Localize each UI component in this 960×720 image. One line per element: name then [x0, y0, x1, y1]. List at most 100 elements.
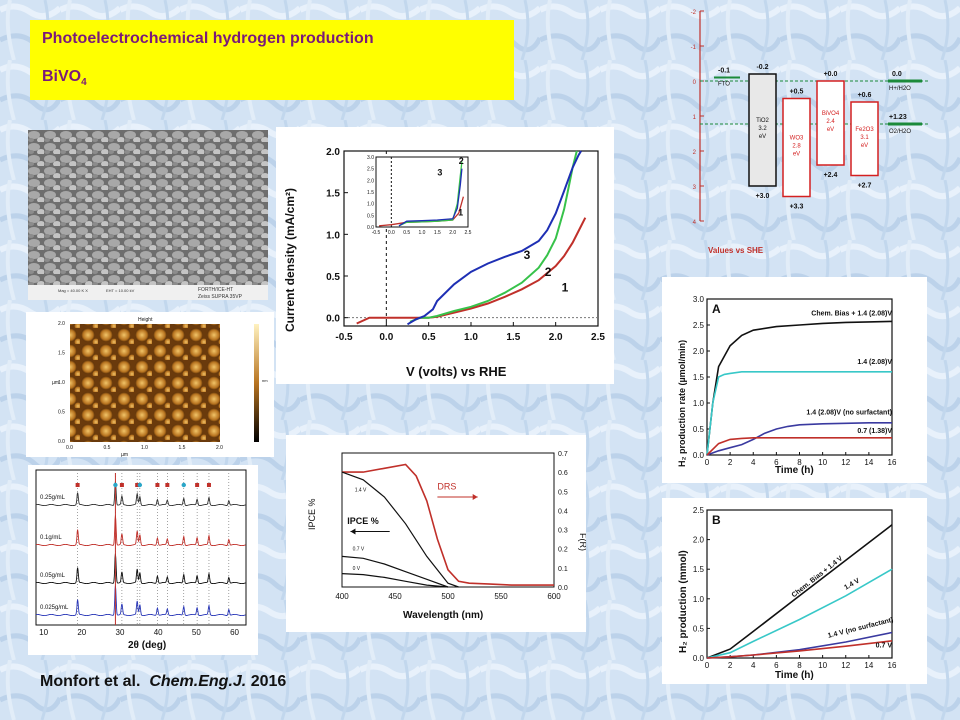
citation-year: 2016 — [250, 673, 287, 690]
slide-title: Photoelectrochemical hydrogen production — [42, 30, 374, 47]
iv-inset-label: 2 — [459, 156, 464, 166]
xrd-xtick: 10 — [39, 628, 48, 637]
band-xlabel: Values vs SHE — [708, 246, 764, 255]
band-vb-value: +2.4 — [824, 172, 838, 179]
h2rate-plot-series-3 — [706, 437, 892, 456]
band-her-name: H+/H2O — [889, 86, 911, 92]
h2rate-plot-series-label: 1.4 (2.08)V — [857, 359, 892, 366]
band-cb-value: +0.0 — [824, 71, 838, 78]
band-box-BiVO4 — [816, 80, 845, 166]
h2rate-plot-ytick-label: 2.0 — [693, 347, 705, 356]
h2rate-plot-ytick-label: 1.0 — [693, 399, 705, 408]
iv-inset-ytick: 2.5 — [367, 167, 374, 173]
xrd-series-label: 0.25g/mL — [40, 495, 66, 501]
h2total-plot-ytick-label: 1.0 — [693, 595, 705, 604]
h2total-plot-xtick-label: 6 — [774, 661, 779, 670]
band-cb-value: +0.6 — [858, 92, 872, 99]
h2rate-plot-xtick-label: 4 — [751, 458, 756, 467]
h2total-plot-series-label: 1.4 V (no surfactant) — [827, 617, 894, 640]
h2rate-plot-series-label: 1.4 (2.08)V (no surfactant) — [806, 409, 892, 416]
iv-inset-xtick: 2.5 — [465, 230, 472, 236]
band-ytick-label: 2 — [693, 150, 697, 156]
h2rate-plot-xtick-label: 10 — [818, 458, 827, 467]
afm-yunit: µm — [52, 380, 59, 386]
h2total-plot-ytick-label: 0.0 — [693, 654, 705, 663]
band-cb-value: -0.2 — [756, 64, 768, 71]
ipce-series-1.4V — [341, 471, 459, 588]
band-gap-unit: eV — [793, 152, 800, 158]
h2total-plot-xtick-label: 8 — [797, 661, 802, 670]
afm-xtick: 0.5 — [104, 445, 111, 451]
material-label: BiVO4 — [42, 68, 87, 88]
xrd-marker-square — [135, 483, 140, 487]
ipce-ylabel-right: F(R) — [578, 533, 586, 551]
iv-ylabel: Current density (mA/cm²) — [283, 188, 297, 332]
xrd-series-0.05g/mL — [35, 553, 246, 585]
h2total-plot-xtick-label: 10 — [818, 661, 827, 670]
band-diagram: -2 -1 0 1 2 3 4 -0.1 FTO -0.2 +3.0 TiO2 3.2 eV +0.5 +3.… — [691, 10, 930, 255]
band-vb-value: +3.3 — [790, 204, 804, 211]
h2total-plot-xtick-label: 4 — [751, 661, 756, 670]
ipce-series-0.7V — [341, 555, 449, 588]
xrd-xtick: 50 — [192, 628, 201, 637]
xrd-marker-square — [195, 483, 200, 487]
band-box-WO3 — [782, 97, 811, 198]
iv-xtick-label: 2.5 — [591, 332, 605, 343]
xrd-series-0.1g/mL — [35, 515, 246, 547]
sem-info-1: Mag = 40.00 K X — [58, 288, 88, 293]
iv-chart: -0.5 0.0 0.5 1.0 1.5 2.0 2.50.00.51.01.52.0123… — [276, 127, 614, 384]
h2total-plot-xtick-label: 0 — [705, 661, 710, 670]
band-ytick-label: 4 — [693, 220, 697, 226]
title-box: Photoelectrochemical hydrogen production… — [30, 20, 514, 100]
h2total-plot-xtick-label: 16 — [888, 661, 897, 670]
band-ytick-label: -1 — [691, 45, 697, 51]
h2rate-plot-ytick-label: 0.0 — [693, 451, 705, 460]
band-oer-value: +1.23 — [889, 114, 907, 121]
xrd-xlabel: 2θ (deg) — [128, 640, 166, 651]
h2total-ylabel: H₂ production (mmol) — [678, 550, 689, 653]
band-oer-name: O2/H2O — [889, 129, 911, 135]
h2rate-ylabel: H₂ production rate (µmol/min) — [677, 340, 687, 467]
afm-ytick: 0.5 — [58, 410, 65, 416]
band-ytick-label: -2 — [691, 10, 697, 16]
band-material-name: Fe2O3 — [855, 127, 874, 133]
band-fto-name: FTO — [718, 82, 730, 88]
h2rate-xlabel: Time (h) — [775, 465, 814, 476]
iv-inset-xtick: 2.0 — [449, 230, 456, 236]
xrd-series-0.25g/mL — [35, 481, 246, 507]
iv-curve-label: 1 — [562, 281, 569, 295]
h2rate-plot-xtick-label: 16 — [888, 458, 897, 467]
h2total-plot-ytick-label: 0.5 — [693, 624, 705, 633]
ipce-xtick: 450 — [388, 592, 402, 601]
band-gap-unit: eV — [861, 143, 868, 149]
iv-inset-label: 1 — [458, 207, 463, 217]
xrd-xtick: 20 — [77, 628, 86, 637]
h2total-plot-series-1 — [706, 568, 893, 659]
citation: Monfort et al. Chem.Eng.J. 2016 — [40, 673, 286, 691]
xrd-marker-circle — [113, 482, 118, 488]
h2rate-plot-panel-letter: A — [712, 302, 721, 316]
xrd-series-0.025g/mL — [35, 585, 246, 617]
h2-rate-chart: A 0 2 4 6 8 10 12 14 16 0.0 0.5 1.0 1.5 2.0 2.5 3.0 Chem.… — [662, 277, 927, 483]
sem-info-2: EHT = 10.00 kV — [106, 288, 135, 293]
afm-ytick: 1.5 — [58, 351, 65, 357]
afm-xtick: 0.0 — [66, 445, 73, 451]
h2rate-plot-series-label: Chem. Bias + 1.4 (2.08)V — [811, 311, 892, 318]
band-ytick-label: 0 — [693, 80, 697, 86]
h2total-plot-xtick-label: 12 — [841, 661, 850, 670]
iv-ytick-label: 0.0 — [326, 314, 340, 325]
afm-colorbar-unit: nm — [262, 378, 268, 383]
ipce-arrow-left-head — [350, 528, 356, 535]
h2total-xlabel: Time (h) — [775, 670, 814, 681]
iv-inset-ytick: 2.0 — [367, 178, 374, 184]
afm-title: Height — [138, 317, 153, 323]
h2-total-chart: B 0 2 4 6 8 10 12 14 16 0.0 0.5 1.0 1.5 2.0 2.5 Chem. Bi… — [662, 498, 927, 684]
material-name: BiVO — [42, 68, 82, 85]
sem-info-4: Zeiss SUPRA 35VP — [198, 294, 243, 300]
ipce-xtick: 400 — [335, 592, 349, 601]
sem-info-3: FORTH/ICE-HT — [198, 287, 233, 293]
ipce-ytick-right: 0.7 — [558, 451, 568, 458]
iv-xtick-label: 2.0 — [549, 332, 563, 343]
ipce-annot-0-7v: 0.7 V — [353, 547, 365, 553]
